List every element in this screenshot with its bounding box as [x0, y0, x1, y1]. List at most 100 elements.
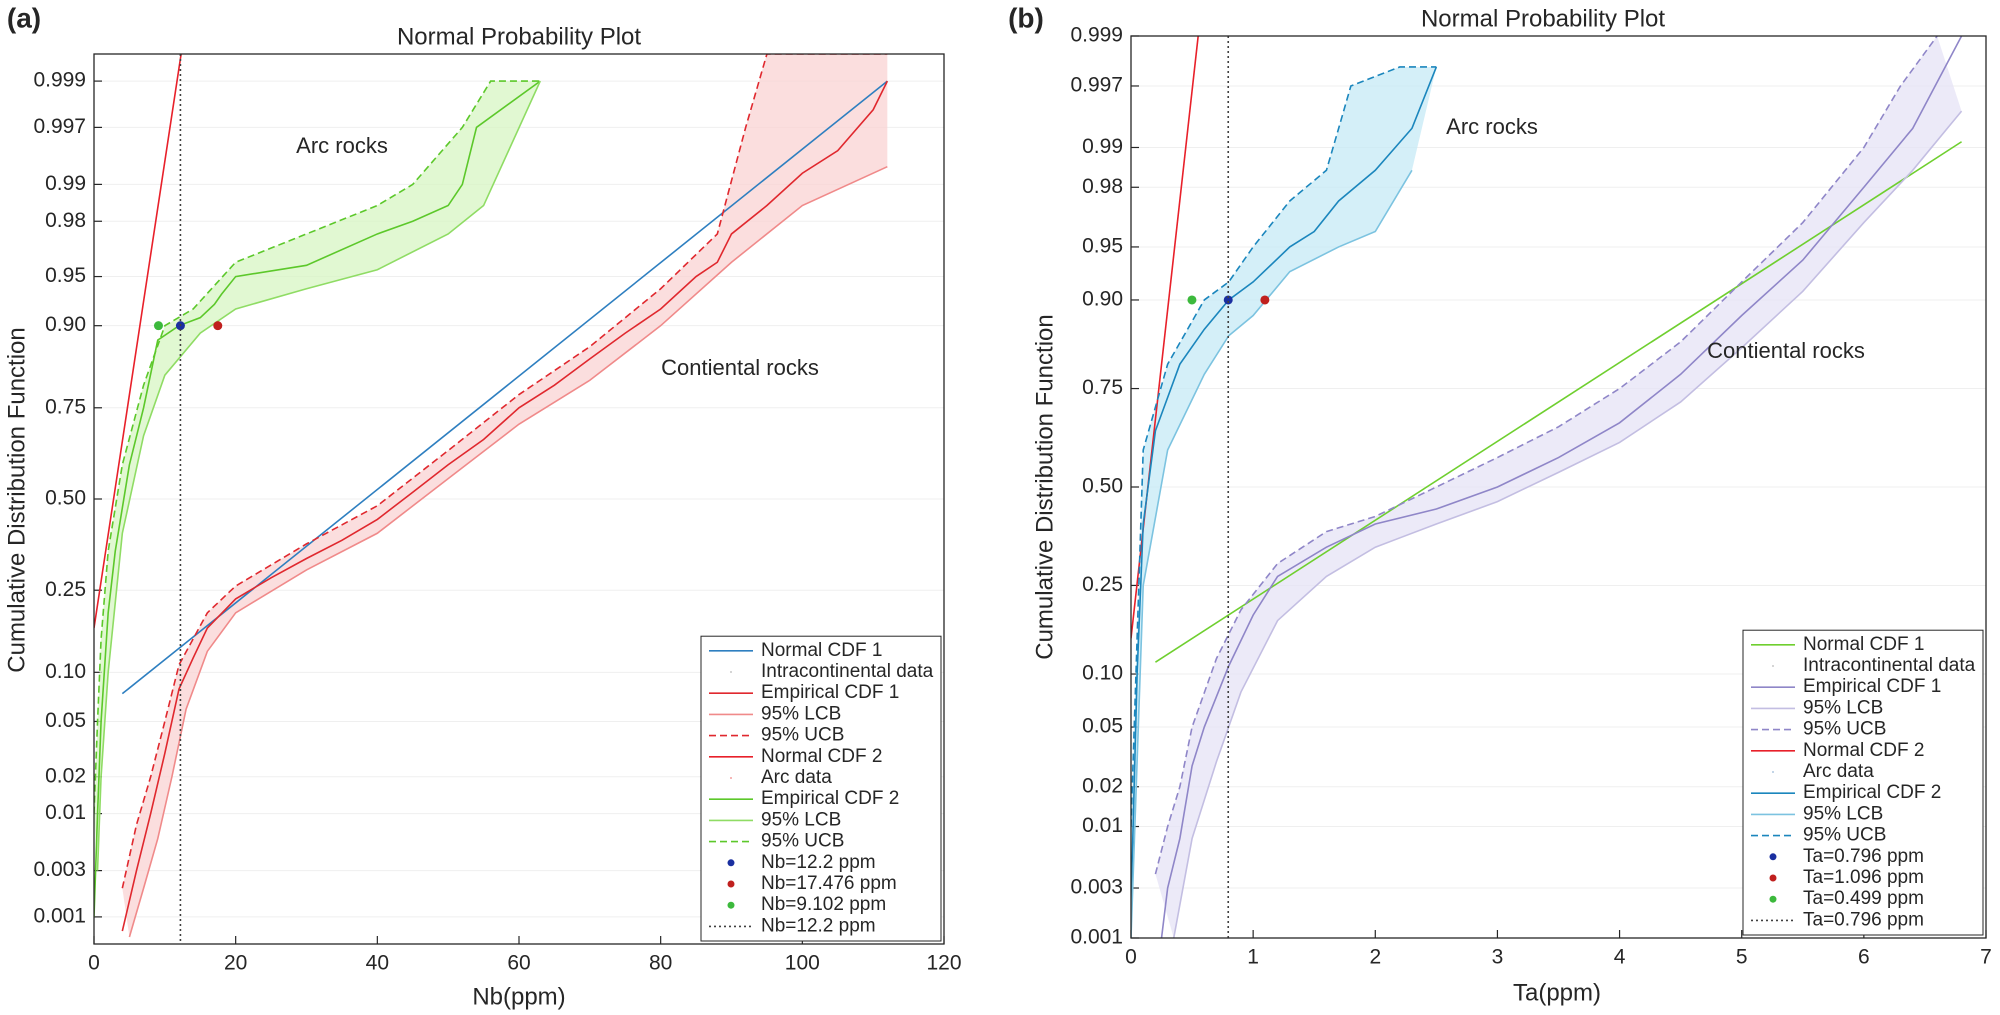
legend-label: 95% UCB — [1803, 825, 1886, 846]
y-tick-label: 0.05 — [1082, 715, 1123, 738]
legend-marker — [727, 859, 735, 867]
legend-label: 95% LCB — [761, 809, 841, 830]
legend-label: Empirical CDF 1 — [761, 682, 899, 703]
series-line — [1160, 36, 1963, 938]
annotation: Arc rocks — [296, 133, 388, 158]
point — [1223, 295, 1233, 305]
x-tick-label: 7 — [1980, 946, 1992, 969]
legend-label: 95% LCB — [761, 703, 841, 724]
series-group — [94, 54, 889, 944]
legend-marker — [1772, 771, 1774, 773]
point — [1187, 295, 1197, 305]
confidence-band — [1155, 36, 1962, 938]
legend-label: Ta=0.796 ppm — [1803, 846, 1924, 867]
y-tick-label: 0.02 — [45, 764, 86, 787]
panel-label: (b) — [1008, 2, 1044, 33]
y-tick-label: 0.05 — [45, 709, 86, 732]
x-tick-label: 120 — [926, 952, 961, 975]
confidence-band — [1131, 66, 1437, 938]
y-tick-label: 0.99 — [45, 172, 86, 195]
y-tick-label: 0.01 — [1082, 814, 1123, 837]
legend-label: Ta=0.499 ppm — [1803, 888, 1924, 909]
legend-marker — [1772, 665, 1774, 667]
series-line — [94, 54, 182, 629]
legend-label: Nb=12.2 ppm — [761, 915, 876, 936]
x-tick-label: 20 — [224, 952, 247, 975]
legend-label: Normal CDF 1 — [761, 640, 882, 661]
x-axis-label: Nb(ppm) — [472, 983, 565, 1010]
legend-label: Arc data — [1803, 761, 1874, 782]
x-axis-label: Ta(ppm) — [1513, 979, 1601, 1006]
legend-label: Normal CDF 2 — [761, 746, 882, 767]
x-tick-label: 0 — [88, 952, 100, 975]
y-tick-label: 0.001 — [1070, 926, 1123, 949]
y-tick-label: 0.99 — [1082, 135, 1123, 158]
legend-label: Empirical CDF 2 — [1803, 782, 1941, 803]
annotation: Arc rocks — [1446, 114, 1538, 139]
legend-label: Nb=17.476 ppm — [761, 873, 897, 894]
legend-label: 95% LCB — [1803, 697, 1883, 718]
y-tick-label: 0.98 — [1082, 175, 1123, 198]
legend-box — [700, 635, 942, 942]
series-line — [121, 80, 888, 695]
legend-marker — [730, 777, 732, 779]
series-line — [1131, 66, 1438, 908]
y-tick-label: 0.75 — [1082, 376, 1123, 399]
x-tick-label: 80 — [649, 952, 672, 975]
series-line — [1131, 169, 1413, 938]
series-line — [1131, 66, 1437, 827]
x-tick-label: 5 — [1736, 946, 1748, 969]
legend-label: Normal CDF 2 — [1803, 740, 1924, 761]
confidence-band — [94, 81, 541, 871]
y-tick-label: 0.75 — [45, 395, 86, 418]
x-tick-label: 4 — [1614, 946, 1626, 969]
plot: 0.001 0.003 0.01 0.02 0.05 0.10 0.25 0.50 0.75 0.… — [1008, 2, 1992, 1006]
legend-marker — [1769, 895, 1777, 903]
series-line — [1154, 36, 1938, 875]
y-axis-label: Cumulative Distribution Function — [1031, 314, 1058, 659]
y-tick-label: 0.50 — [45, 487, 86, 510]
y-tick-label: 0.999 — [33, 69, 86, 92]
legend-label: Intracontinental data — [761, 661, 934, 682]
chart-title: Normal Probability Plot — [1421, 5, 1665, 32]
y-tick-label: 0.10 — [45, 660, 86, 683]
y-tick-label: 0.001 — [33, 904, 86, 927]
legend-label: Ta=0.796 ppm — [1803, 909, 1924, 930]
y-tick-label: 0.997 — [1070, 74, 1123, 97]
y-tick-label: 0.02 — [1082, 774, 1123, 797]
legend-label: Nb=9.102 ppm — [761, 894, 886, 915]
x-tick-label: 40 — [366, 952, 389, 975]
legend-label: Arc data — [761, 767, 832, 788]
point — [153, 321, 163, 331]
legend-label: Empirical CDF 1 — [1803, 676, 1941, 697]
series-line — [94, 80, 541, 917]
point — [1260, 295, 1270, 305]
annotation: Contiental rocks — [661, 355, 819, 380]
x-tick-label: 0 — [1125, 946, 1137, 969]
series-line — [94, 80, 541, 814]
legend-label: 95% LCB — [1803, 803, 1883, 824]
legend-label: 95% UCB — [761, 831, 844, 852]
series-line — [128, 165, 888, 938]
axes-frame — [1130, 35, 1987, 939]
legend-marker — [730, 671, 732, 673]
x-tick-label: 1 — [1247, 946, 1259, 969]
legend-marker — [1769, 853, 1777, 861]
legend-label: Normal CDF 1 — [1803, 634, 1924, 655]
y-tick-label: 0.10 — [1082, 662, 1123, 685]
y-tick-label: 0.95 — [45, 264, 86, 287]
y-tick-label: 0.90 — [1082, 288, 1123, 311]
axes-frame — [93, 53, 945, 945]
legend-marker — [1769, 874, 1777, 882]
y-tick-label: 0.50 — [1082, 475, 1123, 498]
x-tick-label: 2 — [1369, 946, 1381, 969]
annotation: Contiental rocks — [1707, 338, 1865, 363]
y-tick-label: 0.003 — [33, 858, 86, 881]
y-tick-label: 0.25 — [1082, 573, 1123, 596]
series-line — [96, 80, 541, 871]
series-group — [1131, 36, 1963, 938]
y-tick-label: 0.999 — [1070, 24, 1123, 47]
